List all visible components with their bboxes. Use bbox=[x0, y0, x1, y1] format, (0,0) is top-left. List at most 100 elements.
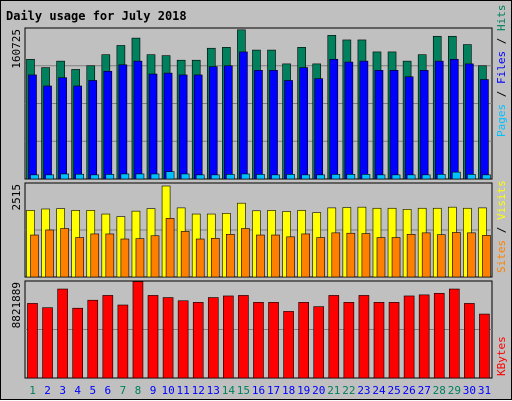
sites-bar bbox=[165, 218, 175, 278]
files-bar bbox=[133, 60, 143, 180]
sites-bar bbox=[120, 238, 130, 278]
x-tick-label: 19 bbox=[297, 384, 310, 397]
pages-bar bbox=[316, 174, 326, 180]
x-tick-label: 13 bbox=[207, 384, 220, 397]
sites-bar bbox=[467, 232, 476, 278]
pages-bar bbox=[195, 174, 205, 180]
kbytes-bar bbox=[449, 288, 460, 379]
sites-bar bbox=[346, 232, 356, 278]
files-bar bbox=[329, 58, 339, 180]
x-tick-label: 6 bbox=[105, 384, 112, 397]
sites-bar bbox=[316, 237, 326, 278]
sites-bar bbox=[391, 237, 401, 278]
pages-bar bbox=[226, 174, 235, 180]
x-tick-label: 22 bbox=[342, 384, 355, 397]
sites-bar bbox=[150, 235, 160, 278]
files-bar bbox=[118, 64, 128, 180]
files-bar bbox=[224, 65, 233, 180]
x-tick-label: 5 bbox=[89, 384, 96, 397]
kbytes-bar bbox=[358, 295, 370, 379]
pages-bar bbox=[452, 171, 461, 180]
kbytes-bar bbox=[27, 303, 38, 379]
sites-bar bbox=[482, 235, 491, 278]
sites-bar bbox=[301, 233, 310, 278]
x-tick-label: 17 bbox=[267, 384, 280, 397]
pages-bar bbox=[361, 174, 371, 180]
pages-bar bbox=[135, 173, 145, 180]
x-tick-label: 30 bbox=[463, 384, 476, 397]
legend-hits: Hits bbox=[495, 5, 508, 32]
sites-bar bbox=[45, 229, 54, 278]
x-tick-label: 15 bbox=[237, 384, 250, 397]
files-bar bbox=[284, 80, 293, 180]
x-tick-label: 4 bbox=[74, 384, 81, 397]
legend-sites: Sites bbox=[495, 240, 508, 273]
pages-bar bbox=[391, 174, 401, 180]
pages-bar bbox=[90, 174, 100, 180]
sites-bar bbox=[60, 228, 69, 278]
x-tick-label: 21 bbox=[327, 384, 340, 397]
sites-bar bbox=[376, 237, 386, 278]
files-bar bbox=[43, 85, 52, 180]
kbytes-bar bbox=[147, 295, 159, 379]
sites-bar bbox=[452, 232, 461, 278]
sites-bar bbox=[256, 234, 265, 278]
kbytes-bar bbox=[313, 306, 325, 379]
kbytes-bar bbox=[177, 300, 189, 379]
files-bar bbox=[389, 70, 399, 180]
kbytes-bar bbox=[433, 292, 445, 379]
sites-bar bbox=[195, 238, 205, 278]
sites-bar bbox=[421, 232, 431, 278]
pages-bar bbox=[30, 174, 39, 180]
pages-bar bbox=[436, 174, 446, 180]
pages-bar bbox=[210, 174, 220, 180]
x-tick-label: 3 bbox=[59, 384, 66, 397]
legend-visits: Visits bbox=[495, 180, 508, 220]
files-bar bbox=[299, 67, 308, 180]
files-bar bbox=[374, 70, 384, 180]
pages-bar bbox=[467, 174, 476, 180]
files-bar bbox=[208, 66, 218, 180]
files-bar bbox=[314, 78, 324, 180]
x-tick-label: 25 bbox=[387, 384, 400, 397]
files-bar bbox=[178, 74, 188, 180]
files-bar bbox=[58, 77, 67, 180]
files-bar bbox=[193, 74, 203, 180]
pages-bar bbox=[301, 174, 310, 180]
sites-bar bbox=[241, 228, 250, 278]
kbytes-bar bbox=[403, 295, 415, 379]
pages-bar bbox=[45, 174, 54, 180]
pages-bar bbox=[105, 174, 115, 180]
x-tick-label: 24 bbox=[372, 384, 386, 397]
x-tick-label: 9 bbox=[150, 384, 157, 397]
kbytes-bar bbox=[328, 295, 340, 379]
files-bar bbox=[103, 70, 113, 180]
kbytes-bar bbox=[72, 307, 83, 379]
x-tick-label: 2 bbox=[44, 384, 51, 397]
pages-bar bbox=[406, 174, 416, 180]
pages-bar bbox=[165, 171, 175, 180]
pages-bar bbox=[75, 173, 84, 180]
kbytes-bar bbox=[57, 288, 68, 379]
pages-bar bbox=[241, 173, 250, 180]
kbytes-bar bbox=[298, 302, 309, 379]
kbytes-bar bbox=[117, 304, 129, 379]
x-tick-label: 1 bbox=[29, 384, 36, 397]
kbytes-bar bbox=[192, 302, 204, 379]
x-tick-label: 18 bbox=[282, 384, 295, 397]
kbytes-bar bbox=[253, 302, 264, 379]
y-max-label-hits: 160725 bbox=[10, 29, 23, 69]
pages-bar bbox=[271, 174, 280, 180]
x-tick-label: 10 bbox=[161, 384, 174, 397]
kbytes-bar bbox=[162, 297, 174, 379]
legend-files: Files bbox=[495, 51, 508, 84]
sites-bar bbox=[436, 234, 446, 278]
x-tick-label: 23 bbox=[357, 384, 370, 397]
kbytes-bar bbox=[207, 297, 219, 379]
kbytes-bar bbox=[388, 302, 400, 379]
pages-bar bbox=[286, 174, 295, 180]
kbytes-bar bbox=[102, 295, 114, 379]
sites-bar bbox=[75, 237, 84, 278]
sites-bar bbox=[361, 233, 371, 278]
files-bar bbox=[450, 58, 459, 180]
